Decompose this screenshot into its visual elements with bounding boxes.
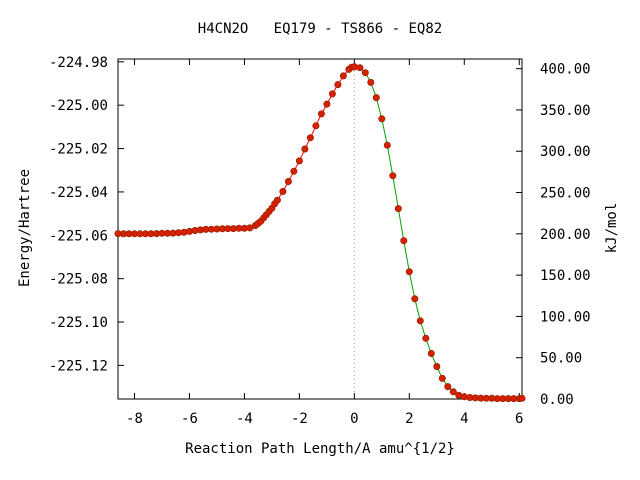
y2-tick-label: 100.00 [540,309,591,325]
plot-border [117,58,523,400]
data-point [323,100,331,108]
data-point [328,90,336,98]
y2-tick-label: 200.00 [540,227,591,243]
data-point [389,172,397,180]
data-point [422,334,430,342]
data-point [301,145,309,153]
x-tick-label: 2 [405,411,413,427]
data-point [372,94,380,102]
data-point [361,69,369,77]
y-tick-label: -225.02 [49,142,108,158]
data-point [279,188,287,196]
y2-tick-label: 400.00 [540,62,591,78]
x-tick-label: -4 [236,411,253,427]
y-tick-label: -225.08 [49,272,108,288]
data-point [444,383,452,391]
y-tick-label: -225.04 [49,185,108,201]
data-point [433,362,441,370]
data-point [290,167,298,175]
x-tick-label: 4 [460,411,468,427]
chart-title: H4CN2O EQ179 - TS866 - EQ82 [198,21,442,37]
data-point [339,72,347,80]
y2-tick-label: 350.00 [540,103,591,119]
data-point [518,394,526,402]
data-point [378,115,386,123]
data-point [405,268,413,276]
x-tick-label: 6 [515,411,523,427]
data-point [317,110,325,118]
data-point [416,317,424,325]
y2-tick-label: 150.00 [540,268,591,284]
data-point [394,205,402,213]
x-axis-ticks: -8 -6 -4 -2 0 2 4 6 [126,59,523,427]
data-point [367,78,375,86]
y2-tick-label: 50.00 [540,351,582,367]
y2-tick-label: 250.00 [540,186,591,202]
data-point [284,178,292,186]
plot-frame [117,58,523,400]
y2-axis-label: kJ/mol [604,203,620,254]
data-point [312,122,320,130]
data-point [295,157,303,165]
data-series [114,63,526,403]
y-axis-ticks: -224.98 -225.00 -225.02 -225.04 -225.06 -225.… [49,55,124,374]
data-point [427,349,435,357]
y-tick-label: -225.12 [49,358,108,374]
y-tick-label: -225.10 [49,315,108,331]
x-tick-label: -2 [291,411,308,427]
data-point [449,388,457,396]
series-line-0 [117,66,355,235]
data-point [273,196,281,204]
data-point [356,64,364,72]
x-tick-label: -8 [126,411,143,427]
x-tick-label: -6 [181,411,198,427]
y-tick-label: -224.98 [49,55,108,71]
data-point [306,134,314,142]
y2-tick-label: 300.00 [540,144,591,160]
y2-axis-ticks: 400.00 350.00 300.00 250.00 200.00 150.00 100.… [516,62,591,408]
y-tick-label: -225.06 [49,228,108,244]
data-point [438,374,446,382]
x-tick-label: 0 [350,411,358,427]
data-point [400,237,408,245]
data-point [411,295,419,303]
y-axis-label: Energy/Hartree [17,169,33,287]
data-point [334,81,342,89]
y2-tick-label: 0.00 [540,392,574,408]
x-axis-label: Reaction Path Length/A amu^{1/2} [185,441,455,457]
data-point [383,141,391,149]
y-tick-label: -225.00 [49,98,108,114]
